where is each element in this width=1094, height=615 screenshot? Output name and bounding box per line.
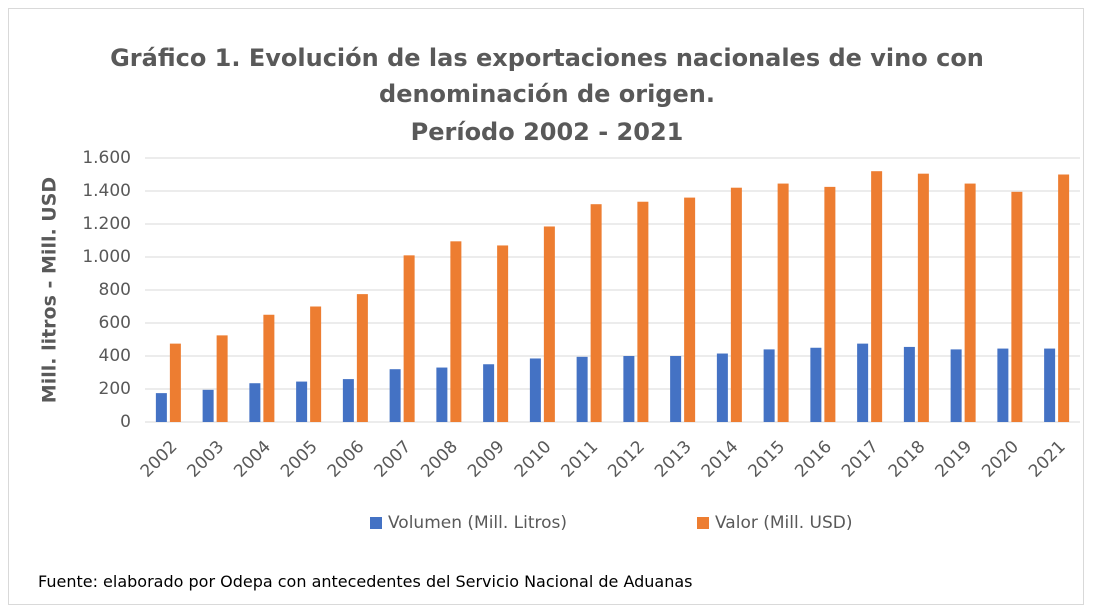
y-tick-label: 0 — [120, 412, 131, 432]
bar — [483, 364, 495, 422]
x-tick-label: 2013 — [651, 437, 696, 482]
source-note: Fuente: elaborado por Odepa con antecede… — [38, 572, 693, 591]
y-tick-label: 600 — [99, 313, 131, 333]
legend-label: Volumen (Mill. Litros) — [388, 513, 567, 533]
bar — [216, 335, 228, 422]
bar — [857, 343, 869, 422]
y-tick-label: 1.600 — [82, 148, 131, 168]
y-tick-label: 1.200 — [82, 214, 131, 234]
x-tick-label: 2003 — [183, 437, 228, 482]
bar — [1011, 191, 1023, 422]
bar — [296, 381, 308, 422]
bar — [342, 379, 354, 422]
bar — [497, 245, 509, 422]
x-tick-label: 2016 — [791, 437, 836, 482]
bar — [670, 356, 682, 422]
bar — [623, 356, 635, 422]
x-tick-label: 2006 — [324, 437, 369, 482]
bar — [155, 393, 167, 422]
bar — [871, 171, 883, 422]
x-tick-label: 2018 — [885, 437, 930, 482]
bar — [637, 201, 649, 422]
bar — [202, 389, 214, 422]
bar — [450, 241, 462, 422]
bar — [529, 358, 541, 422]
legend-swatch — [697, 517, 709, 529]
legend-swatch — [370, 517, 382, 529]
bar — [716, 353, 728, 422]
x-tick-label: 2005 — [277, 437, 322, 482]
bar — [903, 346, 915, 422]
bar — [964, 183, 976, 422]
x-tick-label: 2004 — [230, 437, 275, 482]
bar — [249, 383, 261, 422]
chart-subtitle: Período 2002 - 2021 — [410, 118, 684, 146]
bar — [389, 369, 401, 422]
x-tick-label: 2012 — [604, 437, 649, 482]
bar — [824, 186, 836, 422]
bar — [403, 255, 415, 422]
bar — [950, 349, 962, 422]
y-axis-label: Mill. litros - Mill. USD — [39, 177, 61, 403]
chart-title: Gráfico 1. Evolución de las exportacione… — [110, 44, 984, 108]
bar — [576, 356, 588, 422]
x-tick-label: 2015 — [744, 437, 789, 482]
bar — [810, 347, 822, 422]
x-tick-label: 2009 — [464, 437, 509, 482]
chart-frame — [8, 8, 1084, 605]
x-tick-label: 2021 — [1025, 437, 1070, 482]
y-tick-label: 1.400 — [82, 181, 131, 201]
x-tick-label: 2010 — [511, 437, 556, 482]
bar — [543, 226, 555, 422]
x-tick-label: 2008 — [417, 437, 462, 482]
bar — [917, 173, 929, 422]
x-tick-label: 2017 — [838, 437, 883, 482]
bar — [777, 183, 789, 422]
y-tick-label: 200 — [99, 379, 131, 399]
y-tick-label: 1.000 — [82, 247, 131, 267]
y-tick-label: 400 — [99, 346, 131, 366]
bar — [730, 187, 742, 422]
y-tick-label: 800 — [99, 280, 131, 300]
bar — [684, 197, 696, 422]
legend-label: Valor (Mill. USD) — [715, 513, 852, 533]
bar — [763, 349, 775, 422]
bar — [997, 348, 1009, 422]
x-tick-label: 2020 — [978, 437, 1023, 482]
x-tick-label: 2007 — [370, 437, 415, 482]
x-tick-label: 2014 — [698, 437, 743, 482]
bar — [436, 367, 448, 422]
bar — [310, 306, 322, 422]
bar — [263, 314, 275, 422]
x-tick-label: 2019 — [931, 437, 976, 482]
bar — [356, 294, 368, 422]
x-tick-label: 2011 — [557, 437, 602, 482]
bar — [169, 343, 181, 422]
x-tick-label: 2002 — [137, 437, 182, 482]
bar — [590, 204, 602, 422]
bar — [1058, 174, 1070, 422]
bar — [1044, 348, 1056, 422]
